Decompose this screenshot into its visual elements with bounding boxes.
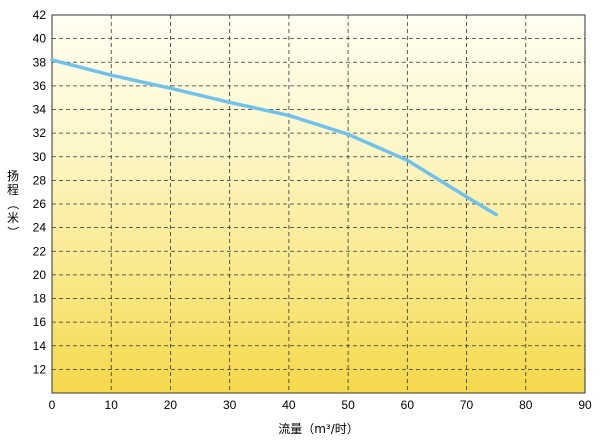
series-line xyxy=(50,58,498,217)
y-tick-label: 28 xyxy=(33,173,47,187)
series-group xyxy=(50,58,498,217)
plot-border xyxy=(51,14,586,394)
x-tick-label: 10 xyxy=(105,398,119,412)
y-tick-label: 42 xyxy=(33,8,47,22)
x-tick-label: 20 xyxy=(164,398,178,412)
x-tick-label: 30 xyxy=(223,398,237,412)
grid-lines xyxy=(52,15,585,393)
x-tick-label: 70 xyxy=(460,398,474,412)
y-tick-label: 22 xyxy=(33,244,47,258)
y-tick-label: 14 xyxy=(33,339,47,353)
y-axis-label-char: （ xyxy=(6,198,20,210)
y-tick-label: 12 xyxy=(33,362,47,376)
y-tick-label: 32 xyxy=(33,126,47,140)
x-tick-label: 50 xyxy=(341,398,355,412)
y-tick-label: 40 xyxy=(33,32,47,46)
y-tick-label: 38 xyxy=(33,55,47,69)
x-tick-label: 90 xyxy=(578,398,592,412)
x-tick-label: 40 xyxy=(282,398,296,412)
x-tick-label: 80 xyxy=(519,398,533,412)
x-axis-ticks: 0 10 20 30 40 50 60 70 80 90 xyxy=(49,398,592,412)
y-tick-label: 26 xyxy=(33,197,47,211)
x-tick-label: 0 xyxy=(49,398,56,412)
y-tick-label: 30 xyxy=(33,150,47,164)
y-tick-label: 24 xyxy=(33,221,47,235)
y-axis-label: 扬程（米） xyxy=(6,168,20,238)
y-axis-ticks: 12 14 16 18 20 22 24 26 28 30 32 34 36 38 40 42 xyxy=(33,8,47,376)
y-axis-label-char: 扬 xyxy=(7,168,19,183)
y-tick-label: 20 xyxy=(33,268,47,282)
y-axis-label-char: ） xyxy=(6,226,20,238)
x-tick-label: 60 xyxy=(401,398,415,412)
y-tick-label: 36 xyxy=(33,79,47,93)
y-axis-label-char: 米 xyxy=(7,211,19,225)
x-axis-label: 流量（m³/时） xyxy=(278,422,359,436)
y-tick-label: 18 xyxy=(33,292,47,306)
y-tick-label: 16 xyxy=(33,315,47,329)
y-tick-label: 34 xyxy=(33,103,47,117)
y-axis-label-char: 程 xyxy=(7,182,19,197)
